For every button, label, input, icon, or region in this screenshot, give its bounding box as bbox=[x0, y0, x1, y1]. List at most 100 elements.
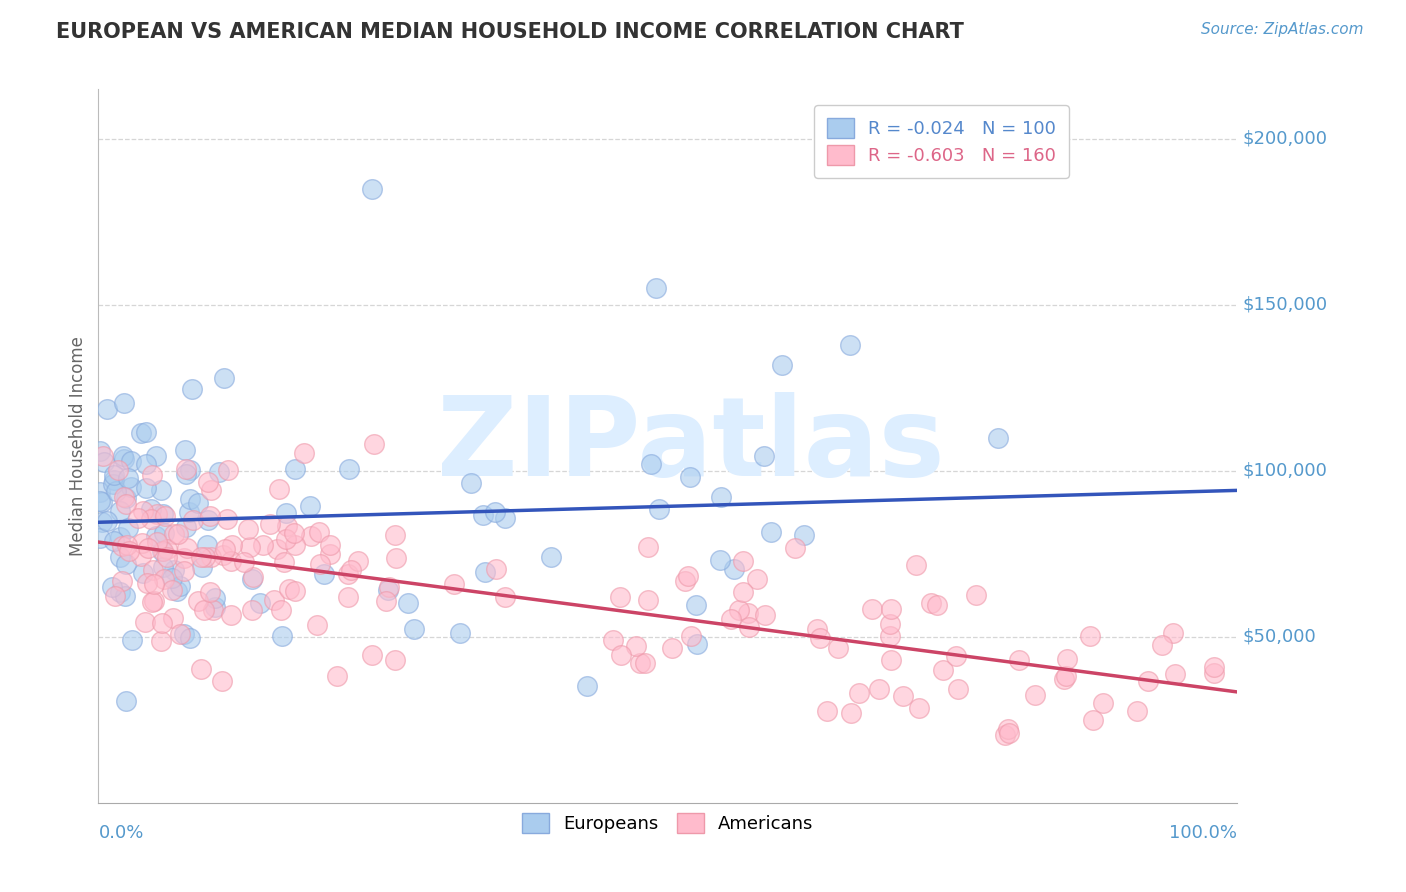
Point bbox=[142, 593, 165, 607]
Point bbox=[139, 511, 162, 525]
Point bbox=[770, 358, 793, 372]
Point bbox=[190, 549, 212, 564]
Point bbox=[266, 542, 288, 557]
Point bbox=[920, 596, 942, 610]
Point bbox=[274, 506, 297, 520]
Point bbox=[174, 461, 197, 475]
Point bbox=[131, 536, 153, 550]
Point bbox=[129, 549, 152, 563]
Point bbox=[1161, 625, 1184, 640]
Point bbox=[267, 482, 290, 496]
Point bbox=[337, 590, 360, 604]
Point bbox=[169, 626, 191, 640]
Point bbox=[150, 544, 173, 558]
Point bbox=[361, 648, 384, 662]
Point bbox=[494, 590, 516, 604]
Point bbox=[176, 541, 198, 556]
Point bbox=[987, 431, 1010, 445]
Point bbox=[115, 557, 138, 571]
Point bbox=[998, 725, 1021, 739]
Point bbox=[880, 652, 903, 666]
Point bbox=[136, 576, 159, 591]
Point bbox=[149, 483, 172, 498]
Point bbox=[190, 559, 212, 574]
Point bbox=[152, 572, 174, 586]
Point bbox=[271, 629, 294, 643]
Point bbox=[485, 562, 508, 576]
Point bbox=[378, 580, 401, 594]
Point bbox=[187, 496, 209, 510]
Point bbox=[645, 281, 668, 295]
Point bbox=[104, 483, 127, 498]
Point bbox=[141, 467, 163, 482]
Point bbox=[152, 544, 174, 558]
Point bbox=[211, 673, 233, 688]
Point bbox=[1152, 638, 1174, 652]
Point bbox=[946, 681, 969, 696]
Point bbox=[112, 452, 135, 467]
Point bbox=[270, 603, 292, 617]
Point bbox=[891, 689, 914, 703]
Point bbox=[709, 553, 731, 567]
Legend: Europeans, Americans: Europeans, Americans bbox=[515, 805, 821, 840]
Point bbox=[121, 632, 143, 647]
Point bbox=[284, 462, 307, 476]
Point bbox=[728, 603, 751, 617]
Point bbox=[112, 396, 135, 410]
Point bbox=[965, 588, 987, 602]
Point bbox=[150, 634, 173, 648]
Point bbox=[134, 615, 156, 629]
Point bbox=[156, 550, 179, 565]
Point bbox=[384, 528, 406, 542]
Point bbox=[103, 534, 125, 549]
Point bbox=[238, 522, 260, 536]
Point bbox=[347, 554, 370, 568]
Point bbox=[731, 554, 754, 568]
Point bbox=[135, 482, 157, 496]
Point bbox=[111, 574, 134, 588]
Point bbox=[200, 483, 222, 497]
Point bbox=[720, 611, 742, 625]
Point bbox=[110, 550, 132, 565]
Point bbox=[839, 706, 862, 721]
Point bbox=[204, 591, 226, 605]
Point bbox=[759, 524, 782, 539]
Point bbox=[1056, 652, 1078, 666]
Point bbox=[118, 544, 141, 558]
Point bbox=[107, 463, 129, 477]
Point bbox=[89, 484, 111, 499]
Point bbox=[240, 603, 263, 617]
Point bbox=[198, 508, 221, 523]
Point bbox=[103, 473, 125, 487]
Point bbox=[908, 701, 931, 715]
Point bbox=[710, 490, 733, 504]
Point bbox=[215, 511, 238, 525]
Point bbox=[298, 499, 321, 513]
Point bbox=[997, 722, 1019, 736]
Point bbox=[173, 627, 195, 641]
Point bbox=[309, 558, 332, 572]
Point bbox=[278, 582, 301, 596]
Point bbox=[827, 641, 849, 656]
Point bbox=[634, 656, 657, 670]
Point bbox=[284, 583, 307, 598]
Point bbox=[115, 491, 138, 506]
Point bbox=[249, 596, 271, 610]
Point bbox=[326, 668, 349, 682]
Point bbox=[733, 585, 755, 599]
Point bbox=[474, 565, 496, 579]
Point bbox=[737, 606, 759, 620]
Point bbox=[319, 547, 342, 561]
Point bbox=[221, 538, 243, 552]
Point bbox=[904, 558, 927, 572]
Point bbox=[111, 539, 134, 553]
Point bbox=[994, 728, 1017, 742]
Text: 100.0%: 100.0% bbox=[1170, 824, 1237, 842]
Point bbox=[1053, 673, 1076, 687]
Point bbox=[860, 601, 883, 615]
Point bbox=[679, 470, 702, 484]
Text: $50,000: $50,000 bbox=[1243, 628, 1317, 646]
Point bbox=[120, 454, 142, 468]
Point bbox=[472, 508, 495, 522]
Point bbox=[131, 425, 153, 440]
